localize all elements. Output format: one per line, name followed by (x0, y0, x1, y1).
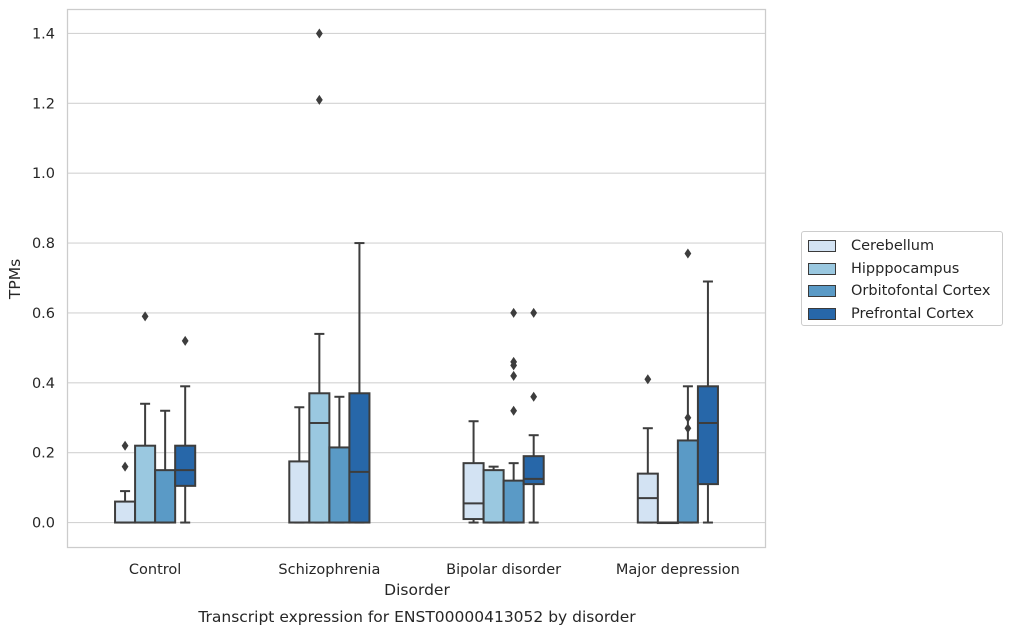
box-iqr (522, 455, 545, 486)
outlier-point (141, 311, 149, 322)
y-tick-label: 1.0 (32, 166, 55, 182)
box (676, 248, 699, 524)
outlier-point (510, 307, 518, 318)
outlier-point (530, 307, 538, 318)
box-iqr (174, 444, 197, 487)
y-axis-label: TPMs (6, 259, 24, 300)
box-series (114, 28, 719, 525)
outlier-point (510, 356, 518, 367)
outlier-point (181, 335, 189, 346)
box-iqr (348, 392, 371, 524)
outlier-point (315, 94, 323, 105)
outlier-point (121, 461, 129, 472)
legend-swatch (808, 240, 836, 253)
box (636, 374, 659, 524)
y-tick-label: 0.0 (32, 516, 55, 532)
legend-label: Orbitofontal Cortex (851, 283, 991, 300)
legend-swatch (808, 262, 836, 275)
box (174, 335, 197, 524)
y-tick-label: 1.4 (32, 26, 55, 42)
legend-item: Cerebellum (808, 235, 1002, 258)
legend-item: Prefrontal Cortex (808, 303, 1002, 326)
y-tick-label: 0.4 (32, 376, 55, 392)
x-tick-label: Schizophrenia (278, 562, 380, 578)
y-tick-label: 1.2 (32, 96, 55, 112)
box (328, 395, 351, 524)
legend-label: Cerebellum (851, 238, 935, 255)
box (522, 307, 545, 524)
legend-item: Hipppocampus (808, 258, 1002, 281)
x-tick-labels: Control Schizophrenia Bipolar disorder Majo… (129, 562, 740, 578)
box-iqr (482, 469, 505, 524)
y-tick-label: 0.8 (32, 236, 55, 252)
legend-swatch (808, 308, 836, 321)
box-iqr (114, 500, 137, 524)
chart-title: Transcript expression for ENST0000041305… (197, 608, 636, 626)
box (134, 311, 157, 524)
box (482, 465, 505, 524)
box (154, 409, 177, 524)
box-iqr (676, 439, 699, 524)
outlier-point (510, 370, 518, 381)
legend-item: Orbitofontal Cortex (808, 280, 1002, 303)
outlier-point (684, 423, 692, 434)
x-axis-label: Disorder (384, 581, 450, 599)
box-iqr (134, 444, 157, 524)
y-tick-label: 0.6 (32, 306, 55, 322)
x-tick-label: Control (129, 562, 181, 578)
x-tick-label: Bipolar disorder (446, 562, 561, 578)
box (308, 28, 331, 524)
plot-frame (66, 8, 767, 549)
legend: Cerebellum Hipppocampus Orbitofontal Corte… (801, 231, 1003, 326)
gridlines (68, 32, 765, 524)
box (348, 242, 371, 524)
box (288, 406, 311, 524)
legend-label: Prefrontal Cortex (851, 306, 974, 323)
box (696, 280, 719, 524)
box-iqr (696, 385, 719, 486)
y-tick-labels: 0.0 0.2 0.4 0.6 0.8 1.0 1.2 1.4 (32, 26, 55, 531)
box-iqr (462, 462, 485, 521)
outlier-point (530, 391, 538, 402)
outlier-point (684, 412, 692, 423)
outlier-point (510, 405, 518, 416)
outlier-point (121, 440, 129, 451)
box-iqr (288, 460, 311, 524)
y-tick-label: 0.2 (32, 446, 55, 462)
outlier-point (684, 248, 692, 259)
box-iqr (308, 392, 331, 524)
box (502, 307, 525, 524)
outlier-point (644, 374, 652, 385)
legend-label: Hipppocampus (851, 260, 960, 277)
outlier-point (315, 28, 323, 39)
box-iqr (502, 479, 525, 524)
x-tick-label: Major depression (616, 562, 740, 578)
box-iqr (154, 469, 177, 524)
legend-swatch (808, 285, 836, 298)
box (462, 420, 485, 524)
box (656, 521, 679, 525)
box (114, 440, 137, 524)
box-iqr (328, 446, 351, 524)
